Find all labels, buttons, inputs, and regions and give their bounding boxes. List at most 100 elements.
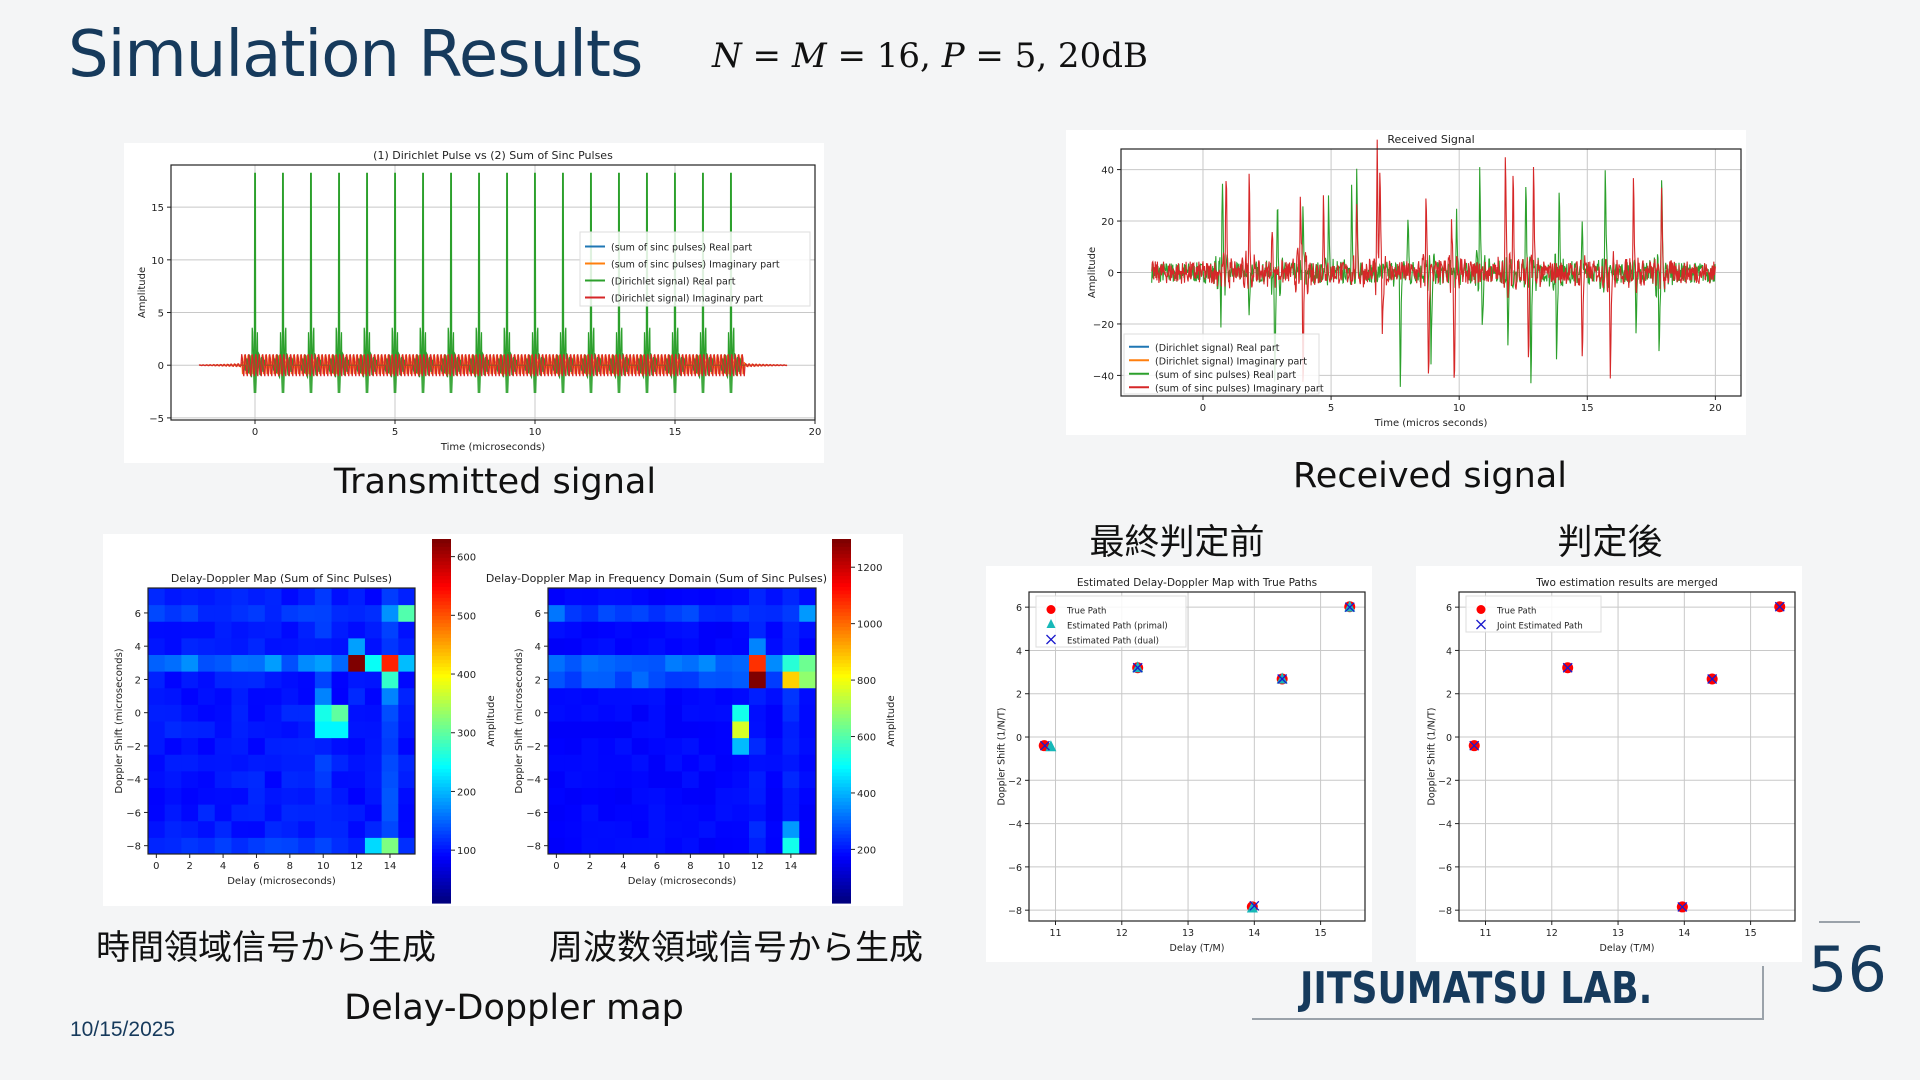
heatmap-cell — [732, 837, 750, 855]
heatmap-cell — [398, 654, 416, 672]
heatmap-cell — [198, 754, 216, 772]
colorbar-segment — [432, 549, 451, 555]
colorbar-segment — [432, 870, 451, 875]
heatmap-cell — [682, 654, 700, 672]
heatmap-cell — [364, 804, 383, 822]
heatmap-cell — [148, 671, 166, 689]
x-tick-label: 10 — [1453, 403, 1466, 414]
heatmap-cell — [782, 820, 800, 838]
heatmap-cell — [799, 604, 817, 622]
x-tick-label: 12 — [1546, 928, 1558, 939]
heatmap-cell — [765, 820, 783, 838]
heatmap-cell — [331, 621, 349, 639]
heatmap-cell — [331, 588, 349, 606]
x-tick-label: 8 — [287, 861, 293, 872]
heatmap-cell — [564, 637, 582, 655]
heatmap-cell — [665, 770, 683, 788]
colorbar-segment — [832, 546, 851, 551]
colorbar-segment — [432, 619, 451, 624]
colorbar-segment — [432, 680, 451, 686]
heatmap-cell — [631, 704, 649, 722]
colorbar-segment — [432, 575, 451, 580]
heatmap-cell — [248, 588, 266, 606]
heatmap-cell — [281, 588, 299, 606]
colorbar-segment — [432, 604, 451, 609]
heatmap-cell — [181, 704, 199, 722]
y-tick-label: −2 — [526, 742, 541, 753]
colorbar-segment — [432, 717, 451, 722]
heatmap-cell — [564, 588, 582, 606]
y-axis-label: Doppler Shift (1/N/T) — [996, 708, 1007, 806]
heatmap-cell — [765, 721, 783, 739]
heatmap-cell — [364, 687, 383, 705]
heatmap-cell — [231, 737, 249, 755]
heatmap-cell — [264, 721, 282, 739]
x-tick-label: 2 — [587, 861, 593, 872]
heatmap-cell — [665, 621, 683, 639]
heatmap-cell — [648, 588, 666, 606]
colorbar-segment — [432, 884, 451, 890]
heatmap-cell — [214, 721, 232, 739]
colorbar-segment — [832, 873, 851, 879]
chart-title: Two estimation results are merged — [1535, 577, 1718, 589]
heatmap-cell — [214, 837, 232, 855]
data-point-stroke — [1562, 662, 1573, 673]
chart-title: Received Signal — [1387, 133, 1474, 146]
heatmap-cell — [231, 704, 249, 722]
heatmap-cell — [799, 621, 817, 639]
heatmap-cell — [381, 588, 399, 606]
heatmap-cell — [698, 721, 716, 739]
colorbar-segment — [832, 855, 851, 860]
heatmap-cell — [331, 737, 349, 755]
heatmap-cell — [682, 787, 700, 805]
formula-5: 5, 20dB — [1014, 36, 1148, 76]
colorbar-segment — [432, 881, 451, 886]
colorbar-segment — [432, 557, 451, 562]
heatmap-cell — [749, 787, 767, 805]
heatmap-cell — [298, 820, 316, 838]
colorbar-tick-label: 1000 — [857, 620, 882, 631]
axes-frame — [1458, 591, 1796, 922]
caption-dd-map: Delay-Doppler map — [344, 988, 684, 1028]
heatmap-cell — [799, 820, 817, 838]
heatmap-cell — [732, 671, 750, 689]
heatmap-cell — [698, 787, 716, 805]
heatmap-cell — [698, 837, 716, 855]
heatmap-cell — [548, 671, 566, 689]
y-axis-label: Doppler Shift (microseconds) — [514, 648, 525, 793]
x-tick-label: 15 — [1581, 403, 1594, 414]
heatmap-cell — [564, 704, 582, 722]
heatmap-cell — [682, 588, 700, 606]
colorbar-segment — [832, 622, 851, 627]
y-tick-label: −6 — [1438, 863, 1452, 874]
heatmap-cell — [281, 637, 299, 655]
slide-title: Simulation Results — [68, 18, 643, 92]
colorbar-segment — [832, 746, 851, 751]
heatmap-cell — [198, 837, 216, 855]
heatmap-cell — [698, 654, 716, 672]
colorbar-segment — [832, 819, 851, 824]
colorbar-segment — [832, 830, 851, 835]
heatmap-cell — [264, 637, 282, 655]
heatmap-cell — [782, 604, 800, 622]
slide-date: 10/15/2025 — [70, 1018, 176, 1041]
heatmap-cell — [732, 770, 750, 788]
colorbar-segment — [832, 866, 851, 871]
heatmap-cell — [364, 754, 383, 772]
y-tick-label: 0 — [1016, 733, 1022, 744]
colorbar-segment — [832, 895, 851, 900]
x-tick-label: 15 — [1315, 928, 1327, 939]
heatmap-cell — [564, 804, 582, 822]
colorbar-segment — [432, 833, 451, 839]
heatmap-cell — [364, 588, 383, 606]
heatmap-cell — [581, 804, 599, 822]
heatmap-cell — [548, 737, 566, 755]
heatmap-cell — [214, 687, 232, 705]
heatmap-cell — [281, 837, 299, 855]
heatmap-cell — [631, 804, 649, 822]
data-point — [1046, 605, 1056, 614]
data-point — [1344, 600, 1356, 612]
colorbar-segment — [432, 673, 451, 678]
heatmap-cell — [164, 654, 182, 672]
heatmap-cell — [749, 837, 767, 855]
